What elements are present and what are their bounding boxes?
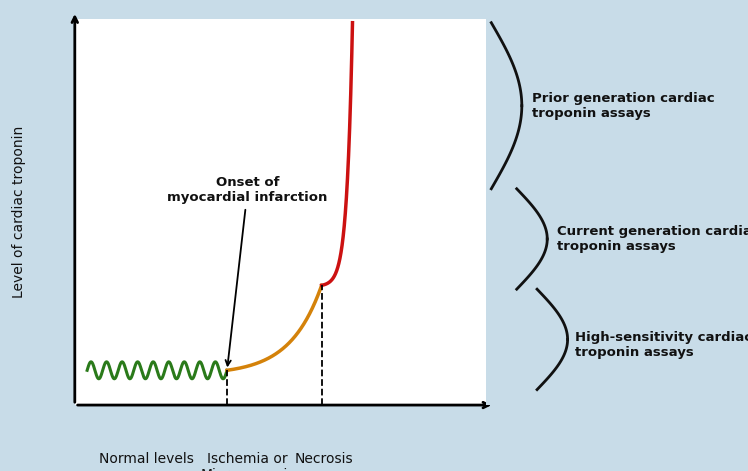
Text: Current generation cardiac
troponin assays: Current generation cardiac troponin assa… <box>557 225 748 253</box>
Text: Necrosis: Necrosis <box>295 452 353 466</box>
Text: Normal levels: Normal levels <box>99 452 194 466</box>
Text: High-sensitivity cardiac
troponin assays: High-sensitivity cardiac troponin assays <box>575 331 748 359</box>
Text: Prior generation cardiac
troponin assays: Prior generation cardiac troponin assays <box>532 92 714 120</box>
Text: Level of cardiac troponin: Level of cardiac troponin <box>12 126 25 298</box>
Text: Ischemia or
Micronecrosis: Ischemia or Micronecrosis <box>200 452 295 471</box>
Text: Onset of
myocardial infarction: Onset of myocardial infarction <box>168 176 328 365</box>
